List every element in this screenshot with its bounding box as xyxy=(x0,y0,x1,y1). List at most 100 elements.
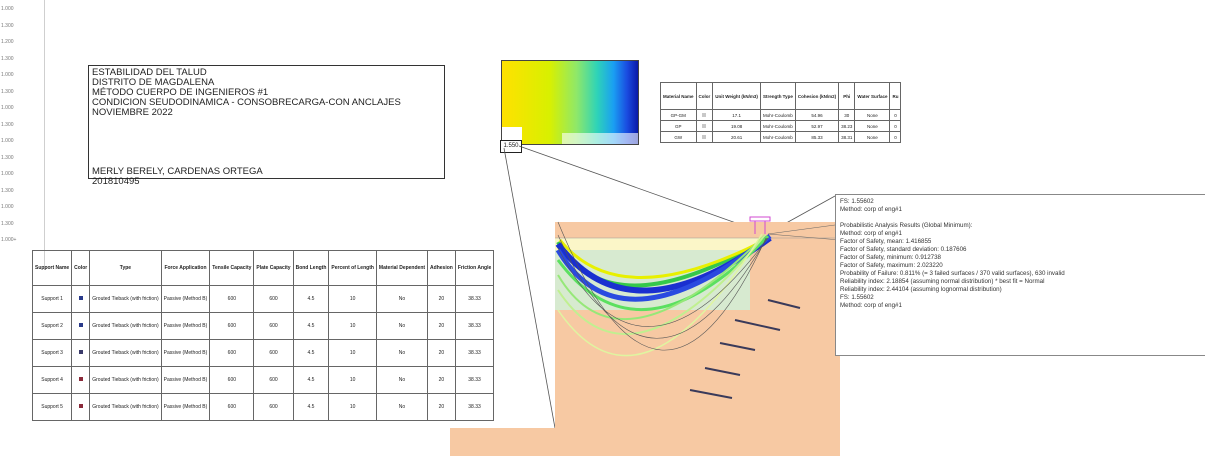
table-row: GP-GM 17.1 Mohr-Coulomb 54.96 30 None 0 xyxy=(660,109,902,121)
ru: 0 xyxy=(889,109,902,121)
tensile-capacity: 600 xyxy=(209,339,255,367)
table-header: Plate Capacity xyxy=(253,250,294,286)
table-header: Force Application xyxy=(160,250,211,286)
fs-line: Reliability index: 2.44104 (assuming log… xyxy=(840,286,1002,293)
strength-type: Mohr-Coulomb xyxy=(759,120,796,132)
plate-capacity: 600 xyxy=(253,393,294,421)
plate-capacity: 600 xyxy=(253,285,294,313)
tensile-capacity: 600 xyxy=(209,393,255,421)
project-line: DISTRITO DE MAGDALENA xyxy=(92,77,215,88)
table-header: Adhesion xyxy=(427,250,456,286)
phi: 38.31 xyxy=(838,131,856,143)
table-header: Color xyxy=(695,82,714,110)
table-row: GP 19.08 Mohr-Coulomb 52.97 38.23 None 0 xyxy=(660,120,902,132)
scale-tick: 1.000+ xyxy=(1,237,17,243)
support-color xyxy=(71,285,91,313)
table-row: GW 20.61 Mohr-Coulomb 85.33 38.31 None 0 xyxy=(660,131,902,143)
phi: 38.23 xyxy=(838,120,856,132)
material-dependent: No xyxy=(375,366,429,394)
scale-tick: 1.300 xyxy=(1,187,14,194)
table-row: Support 1 Grouted Tieback (with friction… xyxy=(31,285,495,313)
tensile-capacity: 600 xyxy=(209,312,255,340)
project-line: MÉTODO CUERPO DE INGENIEROS #1 xyxy=(92,87,269,98)
material-dependent: No xyxy=(375,339,429,367)
table-row: Support 3 Grouted Tieback (with friction… xyxy=(31,339,495,367)
bond-length: 4.5 xyxy=(292,366,330,394)
table-header: Strength Type xyxy=(759,82,796,110)
support-swatch xyxy=(78,323,83,327)
scale-tick: 1.300 xyxy=(1,88,14,95)
cohesion: 54.96 xyxy=(794,109,840,121)
table-header: Type xyxy=(89,250,162,286)
anchors xyxy=(689,299,801,399)
support-name: Support 3 xyxy=(31,339,73,367)
table-row: Support 2 Grouted Tieback (with friction… xyxy=(31,312,495,340)
force-application: Passive (Method B) xyxy=(160,285,211,313)
unit-weight: 17.1 xyxy=(712,109,761,121)
table-header: Percent of Length xyxy=(328,250,377,286)
adhesion: 20 xyxy=(427,393,456,421)
support-swatch xyxy=(78,350,83,354)
strength-type: Mohr-Coulomb xyxy=(759,131,796,143)
material-name: GW xyxy=(660,131,697,143)
fs-line: Factor of Safety, mean: 1.416855 xyxy=(840,238,932,245)
fs-line: Probabilistic Analysis Results (Global M… xyxy=(840,222,973,229)
material-color xyxy=(695,109,714,121)
author-name: MERLY BERELY, CARDENAS ORTEGA xyxy=(92,166,263,177)
material-name: GP-GM xyxy=(660,109,697,121)
plate-capacity: 600 xyxy=(253,339,294,367)
ru: 0 xyxy=(889,131,902,143)
material-dependent: No xyxy=(375,285,429,313)
slope-model[interactable] xyxy=(450,140,1205,456)
friction-angle: 38.33 xyxy=(454,339,495,367)
scale-tick: 1.000 xyxy=(1,138,14,144)
scale-tick: 1.300 xyxy=(1,220,14,227)
table-header: Cohesion (kN/m2) xyxy=(794,82,840,110)
support-name: Support 5 xyxy=(31,393,73,421)
adhesion: 20 xyxy=(427,339,456,367)
scale-tick: 1.000 xyxy=(1,6,14,12)
adhesion: 20 xyxy=(427,366,456,394)
table-header: Friction Angle xyxy=(454,250,495,286)
material-swatch xyxy=(702,134,707,139)
contour-plot xyxy=(502,61,638,144)
project-line: ESTABILIDAD DEL TALUD xyxy=(92,67,207,78)
author-id: 201810495 xyxy=(92,176,140,187)
fs-line: Reliability index: 2.18854 (assuming nor… xyxy=(840,278,1045,285)
support-color xyxy=(71,339,91,367)
model-frame xyxy=(450,222,840,456)
project-line: NOVIEMBRE 2022 xyxy=(92,107,173,118)
percent-length: 10 xyxy=(328,393,377,421)
friction-angle: 38.33 xyxy=(454,285,495,313)
table-header: Phi xyxy=(838,82,856,110)
cohesion: 52.97 xyxy=(794,120,840,132)
support-type: Grouted Tieback (with friction) xyxy=(89,339,162,367)
table-header: Bond Length xyxy=(292,250,330,286)
friction-angle: 38.33 xyxy=(454,366,495,394)
percent-length: 10 xyxy=(328,339,377,367)
support-type: Grouted Tieback (with friction) xyxy=(89,285,162,313)
bond-length: 4.5 xyxy=(292,339,330,367)
material-swatch xyxy=(702,112,707,117)
slip-surfaces xyxy=(555,221,772,357)
plate-capacity: 600 xyxy=(253,312,294,340)
fs-line: Factor of Safety, maximum: 2.023220 xyxy=(840,262,943,269)
contour-inset[interactable] xyxy=(501,60,639,145)
table-header: Unit Weight (kN/m3) xyxy=(712,82,761,110)
unit-weight: 19.08 xyxy=(712,120,761,132)
table-header: Material Dependent xyxy=(375,250,429,286)
unit-weight: 20.61 xyxy=(712,131,761,143)
support-type: Grouted Tieback (with friction) xyxy=(89,393,162,421)
support-swatch xyxy=(78,377,83,381)
force-application: Passive (Method B) xyxy=(160,339,211,367)
force-application: Passive (Method B) xyxy=(160,393,211,421)
scale-tick: 1.000 xyxy=(1,72,14,78)
table-header: Tensile Capacity xyxy=(209,250,255,286)
water-surface: None xyxy=(854,120,891,132)
fs-line: Method: corp of eng#1 xyxy=(840,206,902,213)
adhesion: 20 xyxy=(427,312,456,340)
material-name: GP xyxy=(660,120,697,132)
table-header: Material Name xyxy=(660,82,697,110)
support-color xyxy=(71,312,91,340)
bond-length: 4.5 xyxy=(292,312,330,340)
